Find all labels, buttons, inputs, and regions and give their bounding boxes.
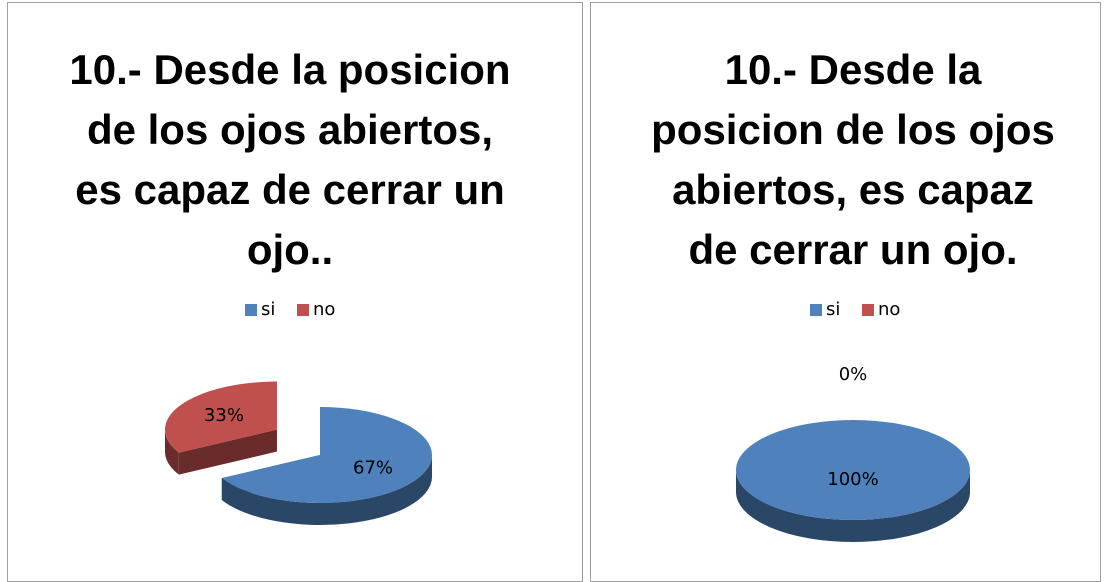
data-label: 0% (839, 364, 868, 385)
pie-slice (736, 420, 970, 520)
data-label: 100% (827, 469, 878, 490)
legend-label: si (261, 299, 275, 320)
data-label: 33% (204, 405, 244, 426)
legend-swatch (245, 304, 257, 316)
pie-slice (221, 407, 433, 504)
pie-side (736, 470, 970, 542)
legend-swatch (810, 304, 822, 316)
pie-side (221, 455, 432, 526)
pie-cut-face (178, 429, 277, 475)
chart-title: 10.- Desde la posicion de los ojos abier… (651, 46, 1055, 273)
pie-side (164, 429, 179, 475)
legend-label: no (313, 299, 335, 320)
legend-label: si (826, 299, 840, 320)
chart-title: 10.- Desde la posicion de los ojos abier… (69, 46, 511, 273)
legend-label: no (878, 299, 900, 320)
legend-swatch (862, 304, 874, 316)
data-label: 67% (353, 457, 393, 478)
legend-swatch (297, 304, 309, 316)
pie-slice (164, 381, 277, 453)
